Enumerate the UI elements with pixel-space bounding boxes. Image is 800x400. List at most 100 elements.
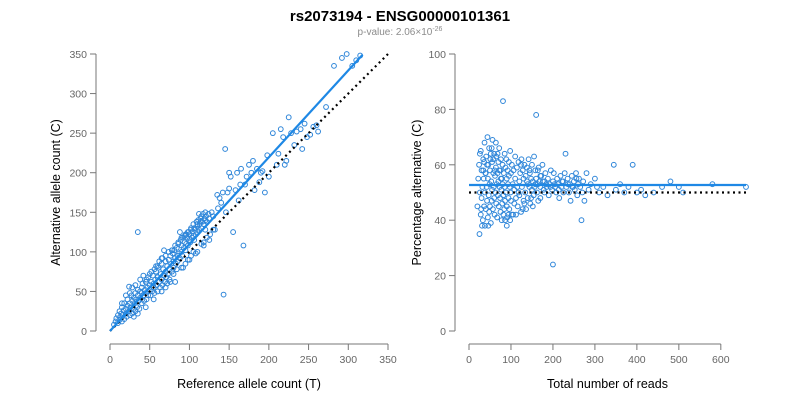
- y-tick-label: 350: [69, 49, 87, 61]
- x-axis-label: Total number of reads: [547, 377, 668, 391]
- data-point: [513, 211, 519, 218]
- data-point: [164, 280, 171, 287]
- data-point: [535, 164, 542, 171]
- data-point: [550, 170, 557, 177]
- data-point: [585, 186, 592, 193]
- data-point: [238, 165, 244, 172]
- data-point: [479, 217, 486, 224]
- data-point: [499, 200, 506, 207]
- data-point: [522, 189, 529, 196]
- data-point: [474, 203, 481, 210]
- reference-line: [109, 53, 389, 332]
- fit-line: [109, 54, 364, 332]
- y-axis-label: Alternative allele count (C): [49, 119, 63, 266]
- data-point: [490, 206, 496, 213]
- data-point: [172, 279, 179, 285]
- data-point: [323, 104, 329, 110]
- data-point: [497, 195, 503, 201]
- data-point: [521, 200, 528, 207]
- x-tick-label: 600: [712, 354, 730, 366]
- data-point: [165, 248, 172, 255]
- data-point: [557, 172, 564, 179]
- data-point: [528, 195, 535, 201]
- data-point: [529, 203, 536, 210]
- data-point: [315, 128, 322, 135]
- data-point: [222, 146, 229, 152]
- data-point: [297, 126, 304, 133]
- data-point: [251, 187, 258, 194]
- data-point: [301, 120, 308, 127]
- data-point: [542, 170, 549, 177]
- data-point: [261, 189, 268, 196]
- data-point: [498, 217, 505, 224]
- data-point: [343, 51, 350, 57]
- data-point: [518, 161, 524, 168]
- data-point: [483, 153, 490, 160]
- data-point: [288, 130, 294, 137]
- data-point: [491, 195, 498, 201]
- data-point: [479, 222, 485, 229]
- scatter-plot-percentage-alternative: 0 20 40 60 80 100 0 100 200 300 400 500 600 Total num…: [410, 49, 749, 391]
- data-point: [508, 211, 515, 218]
- data-point: [629, 161, 636, 168]
- y-tick-label: 100: [428, 49, 446, 61]
- data-point: [230, 229, 237, 235]
- data-point: [512, 153, 519, 160]
- scatter-plot-allele-counts: 0 50 100 150 200 250 300 350 0 50 100 150 200 250 300 3…: [49, 49, 397, 391]
- data-point: [526, 170, 533, 177]
- data-point: [539, 178, 546, 185]
- data-point: [500, 211, 507, 218]
- data-point: [513, 164, 520, 171]
- y-axis-label: Percentage alternative (C): [410, 120, 424, 266]
- data-point: [227, 173, 234, 180]
- data-point: [269, 130, 276, 137]
- data-point: [497, 156, 504, 163]
- data-point: [153, 263, 159, 270]
- data-point: [151, 290, 158, 296]
- data-point: [192, 250, 199, 257]
- data-point: [219, 189, 226, 196]
- data-point: [280, 134, 287, 141]
- data-point: [256, 179, 263, 186]
- data-point: [175, 239, 182, 246]
- data-point: [196, 210, 202, 217]
- data-point: [503, 222, 510, 229]
- data-point: [484, 161, 490, 168]
- data-point: [486, 145, 493, 152]
- data-point: [485, 222, 492, 229]
- data-point: [573, 175, 580, 182]
- data-point: [533, 112, 540, 118]
- data-point: [488, 145, 495, 152]
- subtitle-text: p-value: 2.06×10: [358, 27, 433, 38]
- data-point: [478, 167, 485, 174]
- data-point: [494, 214, 501, 221]
- data-point: [223, 209, 229, 216]
- y-tick-label: 0: [440, 326, 446, 338]
- data-point: [523, 206, 529, 213]
- x-tick-label: 0: [107, 354, 113, 366]
- data-point: [134, 310, 141, 317]
- data-point: [191, 225, 198, 232]
- data-point: [498, 186, 505, 193]
- data-point: [519, 206, 526, 213]
- data-point: [167, 279, 174, 285]
- data-point: [283, 157, 290, 164]
- data-point: [172, 242, 179, 249]
- data-point: [481, 139, 488, 146]
- data-point: [176, 229, 183, 235]
- data-point: [250, 157, 256, 164]
- data-point: [545, 192, 552, 199]
- data-point: [524, 178, 530, 185]
- data-point: [508, 197, 514, 204]
- data-point: [492, 164, 499, 171]
- x-tick-label: 0: [466, 354, 472, 366]
- x-axis-label: Reference allele count (T): [177, 377, 321, 391]
- x-tick-label: 150: [220, 354, 238, 366]
- x-tick-label: 400: [628, 354, 646, 366]
- data-point: [547, 167, 554, 174]
- data-points: [474, 98, 749, 268]
- data-point: [539, 161, 546, 168]
- x-tick-label: 100: [181, 354, 199, 366]
- data-point: [181, 239, 188, 246]
- data-point: [496, 145, 503, 152]
